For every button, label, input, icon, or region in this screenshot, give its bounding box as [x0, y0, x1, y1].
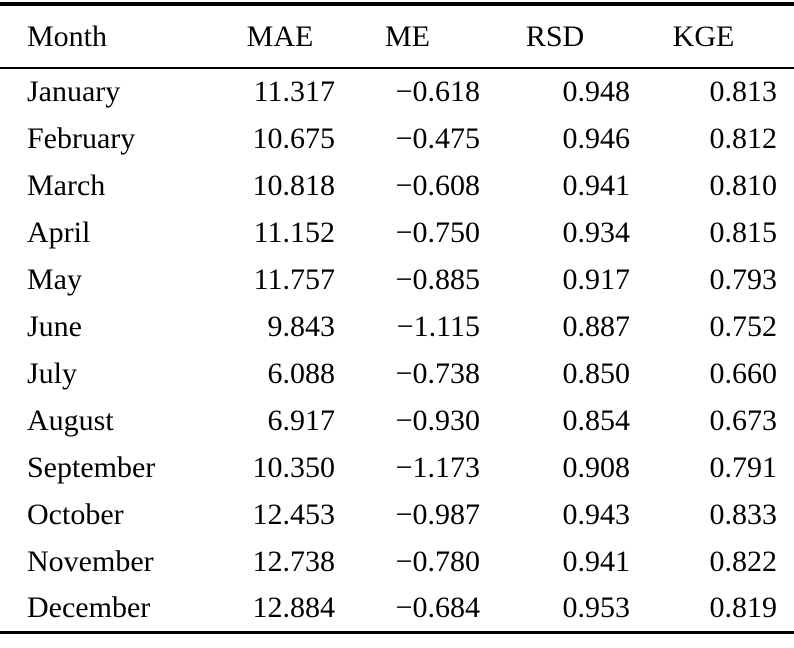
cell-mae: 12.884	[252, 590, 336, 624]
cell-kge: 0.673	[709, 403, 778, 437]
cell-rsd: 0.934	[562, 215, 631, 249]
table-header-row: Month MAE ME RSD KGE	[0, 4, 794, 69]
cell-me: −0.684	[395, 590, 480, 624]
cell-kge: 0.660	[709, 356, 778, 390]
table-row-october: October 12.453 −0.987 0.943 0.833	[0, 491, 794, 538]
cell-me: −0.780	[395, 544, 480, 578]
table-row-april: April 11.152 −0.750 0.934 0.815	[0, 209, 794, 256]
table-row-august: August 6.917 −0.930 0.854 0.673	[0, 397, 794, 444]
column-header-rsd: RSD	[480, 4, 630, 69]
cell-month: December	[27, 590, 151, 624]
cell-kge: 0.791	[709, 450, 778, 484]
table-row-may: May 11.757 −0.885 0.917 0.793	[0, 256, 794, 303]
cell-me: −0.987	[395, 497, 480, 531]
cell-rsd: 0.943	[562, 497, 631, 531]
cell-mae: 12.738	[252, 544, 336, 578]
cell-kge: 0.819	[709, 590, 778, 624]
cell-kge: 0.822	[709, 544, 778, 578]
cell-mae: 9.843	[267, 309, 336, 343]
cell-kge: 0.815	[709, 215, 778, 249]
monthly-metrics-table: Month MAE ME RSD KGE January 11.317 −0.6…	[0, 2, 794, 634]
cell-kge: 0.812	[709, 121, 778, 155]
cell-kge: 0.752	[709, 309, 778, 343]
cell-mae: 6.917	[267, 403, 336, 437]
cell-month: June	[27, 309, 82, 343]
cell-month: October	[27, 497, 124, 531]
cell-me: −0.750	[395, 215, 480, 249]
column-header-me: ME	[335, 4, 480, 69]
cell-me: −0.475	[395, 121, 480, 155]
cell-mae: 12.453	[252, 497, 336, 531]
cell-me: −0.608	[395, 168, 480, 202]
table-row-january: January 11.317 −0.618 0.948 0.813	[0, 68, 794, 115]
cell-mae: 11.317	[253, 75, 335, 108]
column-header-kge: KGE	[630, 4, 794, 69]
table-row-november: November 12.738 −0.780 0.941 0.822	[0, 538, 794, 585]
cell-mae: 10.675	[252, 121, 336, 155]
table-row-february: February 10.675 −0.475 0.946 0.812	[0, 115, 794, 162]
cell-me: −1.173	[395, 450, 480, 484]
table-row-june: June 9.843 −1.115 0.887 0.752	[0, 303, 794, 350]
cell-rsd: 0.946	[562, 121, 631, 155]
cell-kge: 0.810	[709, 168, 778, 202]
cell-rsd: 0.917	[562, 262, 631, 296]
cell-mae: 11.757	[253, 262, 335, 296]
cell-kge: 0.813	[709, 75, 778, 108]
column-header-mae: MAE	[225, 4, 335, 69]
cell-rsd: 0.908	[562, 450, 631, 484]
cell-kge: 0.793	[709, 262, 778, 296]
cell-month: May	[27, 262, 82, 296]
cell-mae: 6.088	[267, 356, 336, 390]
cell-month: April	[27, 215, 91, 249]
table-row-july: July 6.088 −0.738 0.850 0.660	[0, 350, 794, 397]
table-row-december: December 12.884 −0.684 0.953 0.819	[0, 585, 794, 632]
cell-rsd: 0.854	[562, 403, 631, 437]
cell-month: August	[27, 403, 114, 437]
cell-month: September	[27, 450, 156, 484]
cell-me: −0.738	[395, 356, 480, 390]
cell-month: February	[27, 121, 136, 155]
cell-rsd: 0.941	[562, 168, 631, 202]
column-header-month: Month	[0, 4, 225, 69]
cell-month: January	[27, 75, 121, 108]
cell-mae: 11.152	[253, 215, 335, 249]
cell-month: July	[27, 356, 78, 390]
cell-kge: 0.833	[709, 497, 778, 531]
table-row-march: March 10.818 −0.608 0.941 0.810	[0, 162, 794, 209]
cell-me: −0.618	[395, 75, 480, 108]
cell-month: March	[27, 168, 106, 202]
cell-rsd: 0.953	[562, 590, 631, 624]
cell-me: −1.115	[396, 309, 480, 343]
cell-rsd: 0.941	[562, 544, 631, 578]
table-row-september: September 10.350 −1.173 0.908 0.791	[0, 444, 794, 491]
cell-rsd: 0.887	[562, 309, 631, 343]
cell-mae: 10.350	[252, 450, 336, 484]
cell-rsd: 0.948	[562, 75, 631, 108]
cell-me: −0.885	[395, 262, 480, 296]
cell-month: November	[27, 544, 154, 578]
cell-rsd: 0.850	[562, 356, 631, 390]
cell-me: −0.930	[395, 403, 480, 437]
cell-mae: 10.818	[252, 168, 336, 202]
